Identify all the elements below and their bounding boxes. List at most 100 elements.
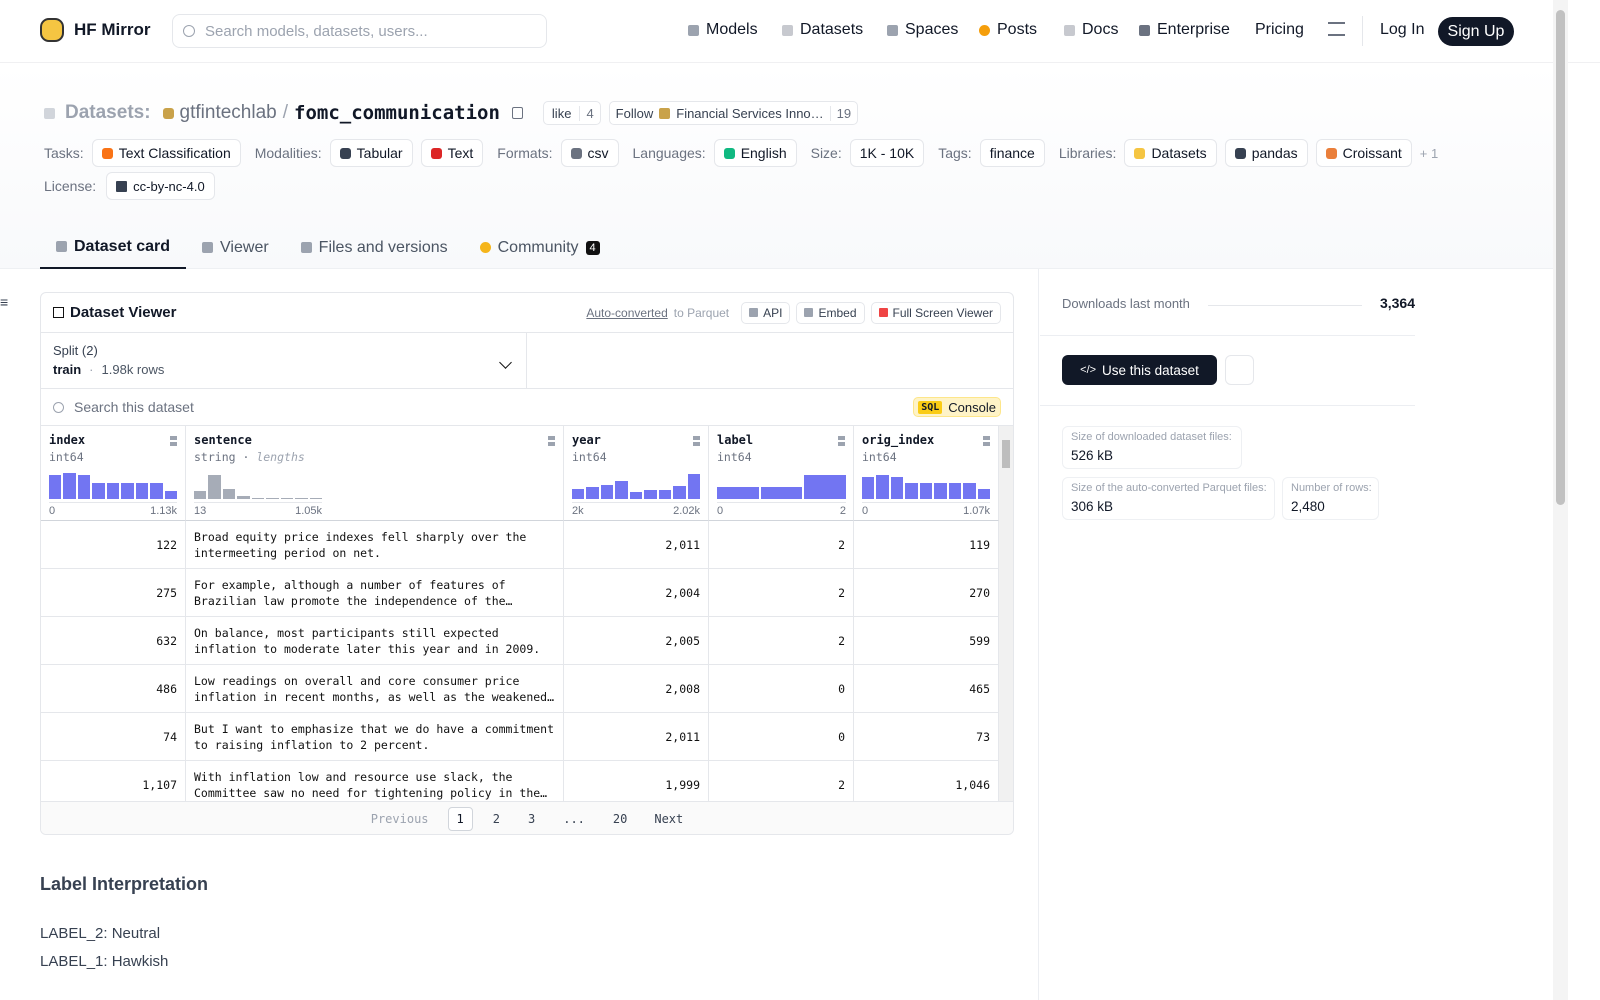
tab[interactable]: Viewer xyxy=(186,226,285,269)
auto-converted[interactable]: Auto-converted xyxy=(586,305,668,320)
column-name[interactable]: index xyxy=(49,433,86,447)
copy-icon[interactable] xyxy=(511,107,523,119)
histogram-bar[interactable] xyxy=(222,489,236,499)
histogram-bar[interactable] xyxy=(890,477,904,499)
tag[interactable]: Datasets xyxy=(1124,139,1217,167)
table-cell[interactable]: Broad equity price indexes fell sharply … xyxy=(186,521,564,569)
table-cell[interactable]: 2,004 xyxy=(564,569,709,617)
split-selector[interactable]: Split (2) train · 1.98k rows xyxy=(41,333,527,389)
table-cell[interactable]: 632 xyxy=(41,617,186,665)
login[interactable]: Log In xyxy=(1380,21,1424,39)
histogram-bar[interactable] xyxy=(919,483,933,499)
page-previous[interactable]: Previous xyxy=(370,812,429,826)
histogram-bar[interactable] xyxy=(905,483,918,499)
owner[interactable]: gtfintechlab xyxy=(179,102,277,123)
page-link[interactable]: 3 xyxy=(527,812,536,826)
tag[interactable]: Text Classification xyxy=(91,139,241,167)
table-cell[interactable]: 2 xyxy=(709,521,854,569)
histogram-bar[interactable] xyxy=(629,492,643,499)
histogram-bar[interactable] xyxy=(164,491,177,499)
histogram-bar[interactable] xyxy=(717,487,759,499)
table-cell[interactable]: 2 xyxy=(709,569,854,617)
histogram-bar[interactable] xyxy=(760,487,803,499)
nav-link[interactable]: Posts xyxy=(979,21,1037,39)
histogram-bar[interactable] xyxy=(948,483,962,499)
nav-menu[interactable] xyxy=(1328,22,1345,36)
table-cell[interactable]: 0 xyxy=(709,713,854,761)
histogram-bar[interactable] xyxy=(63,473,76,499)
histogram-bar[interactable] xyxy=(572,489,585,499)
table-cell[interactable]: But I want to emphasize that we do have … xyxy=(186,713,564,761)
tag[interactable]: pandas xyxy=(1224,139,1308,167)
tag[interactable]: finance xyxy=(979,139,1045,167)
column-name[interactable]: orig_index xyxy=(862,433,935,447)
nav-link[interactable]: Enterprise xyxy=(1139,21,1230,39)
page-link[interactable]: ... xyxy=(563,812,585,826)
column-name[interactable]: year xyxy=(572,433,601,447)
viewer-search[interactable]: Search this dataset SQL Console xyxy=(41,389,1013,426)
histogram-bar[interactable] xyxy=(194,491,207,499)
sql-console[interactable]: SQL Console xyxy=(913,397,1001,417)
table-cell[interactable]: 2,005 xyxy=(564,617,709,665)
tag[interactable]: 1K - 10K xyxy=(849,139,925,167)
tab[interactable]: Community 4 xyxy=(464,226,616,269)
histogram-bar[interactable] xyxy=(106,483,120,499)
histogram-bar[interactable] xyxy=(804,475,847,499)
logo[interactable]: HF Mirror xyxy=(40,18,151,42)
histogram-bar[interactable] xyxy=(309,498,322,499)
signup[interactable]: Sign Up xyxy=(1438,17,1514,46)
column-name[interactable]: label xyxy=(717,433,754,447)
table-scroll-thumb[interactable] xyxy=(1002,440,1010,468)
tag[interactable]: Tabular xyxy=(329,139,413,167)
histogram-bar[interactable] xyxy=(934,483,947,499)
tab[interactable]: Dataset card xyxy=(40,226,187,269)
table-cell[interactable]: For example, although a number of featur… xyxy=(186,569,564,617)
histogram-bar[interactable] xyxy=(208,475,221,499)
page-link[interactable]: 1 xyxy=(447,807,473,831)
follow-button[interactable]: Follow Financial Services Inno… 19 xyxy=(608,101,859,125)
histogram-bar[interactable] xyxy=(644,490,657,499)
table-cell[interactable]: 275 xyxy=(41,569,186,617)
page-link[interactable]: 2 xyxy=(492,812,500,826)
nav-link[interactable]: Pricing xyxy=(1255,21,1304,39)
table-cell[interactable]: 2,011 xyxy=(564,713,709,761)
table-cell[interactable]: 73 xyxy=(854,713,999,761)
histogram-bar[interactable] xyxy=(295,498,308,499)
table-cell[interactable]: Low readings on overall and core consume… xyxy=(186,665,564,713)
histogram-bar[interactable] xyxy=(586,487,599,499)
histogram-bar[interactable] xyxy=(600,485,614,499)
histogram-bar[interactable] xyxy=(251,498,265,499)
table-cell[interactable]: 270 xyxy=(854,569,999,617)
histogram-bar[interactable] xyxy=(266,498,279,499)
histogram-bar[interactable] xyxy=(92,483,105,499)
histogram-bar[interactable] xyxy=(673,486,686,499)
histogram-bar[interactable] xyxy=(237,496,250,499)
sidebar-toggle[interactable]: ≡ xyxy=(0,294,9,310)
license-tag[interactable]: cc-by-nc-4.0 xyxy=(106,172,215,200)
table-cell[interactable]: 74 xyxy=(41,713,186,761)
table-cell[interactable]: 465 xyxy=(854,665,999,713)
histogram-bar[interactable] xyxy=(687,474,700,499)
histogram-bar[interactable] xyxy=(77,475,91,499)
table-cell[interactable]: 486 xyxy=(41,665,186,713)
search-box[interactable]: Search models, datasets, users... xyxy=(172,14,547,48)
nav-link[interactable]: Docs xyxy=(1064,21,1118,39)
tag[interactable]: English xyxy=(713,139,797,167)
histogram-bar[interactable] xyxy=(150,483,163,499)
table-cell[interactable]: 2,011 xyxy=(564,521,709,569)
viewer-button[interactable]: API xyxy=(741,301,791,324)
histogram-bar[interactable] xyxy=(658,490,672,499)
histogram-bar[interactable] xyxy=(862,477,875,499)
tag[interactable]: Text xyxy=(420,139,484,167)
table-cell[interactable]: 119 xyxy=(854,521,999,569)
table-cell[interactable]: 599 xyxy=(854,617,999,665)
histogram-bar[interactable] xyxy=(963,483,976,499)
histogram-bar[interactable] xyxy=(615,481,628,499)
like-button[interactable]: like 4 xyxy=(542,101,601,125)
viewer-button[interactable]: Full Screen Viewer xyxy=(870,301,1001,324)
histogram-bar[interactable] xyxy=(121,483,134,499)
column-name[interactable]: sentence xyxy=(194,433,252,447)
histogram-bar[interactable] xyxy=(977,489,990,499)
nav-link[interactable]: Spaces xyxy=(887,21,958,39)
histogram-bar[interactable] xyxy=(135,483,149,499)
